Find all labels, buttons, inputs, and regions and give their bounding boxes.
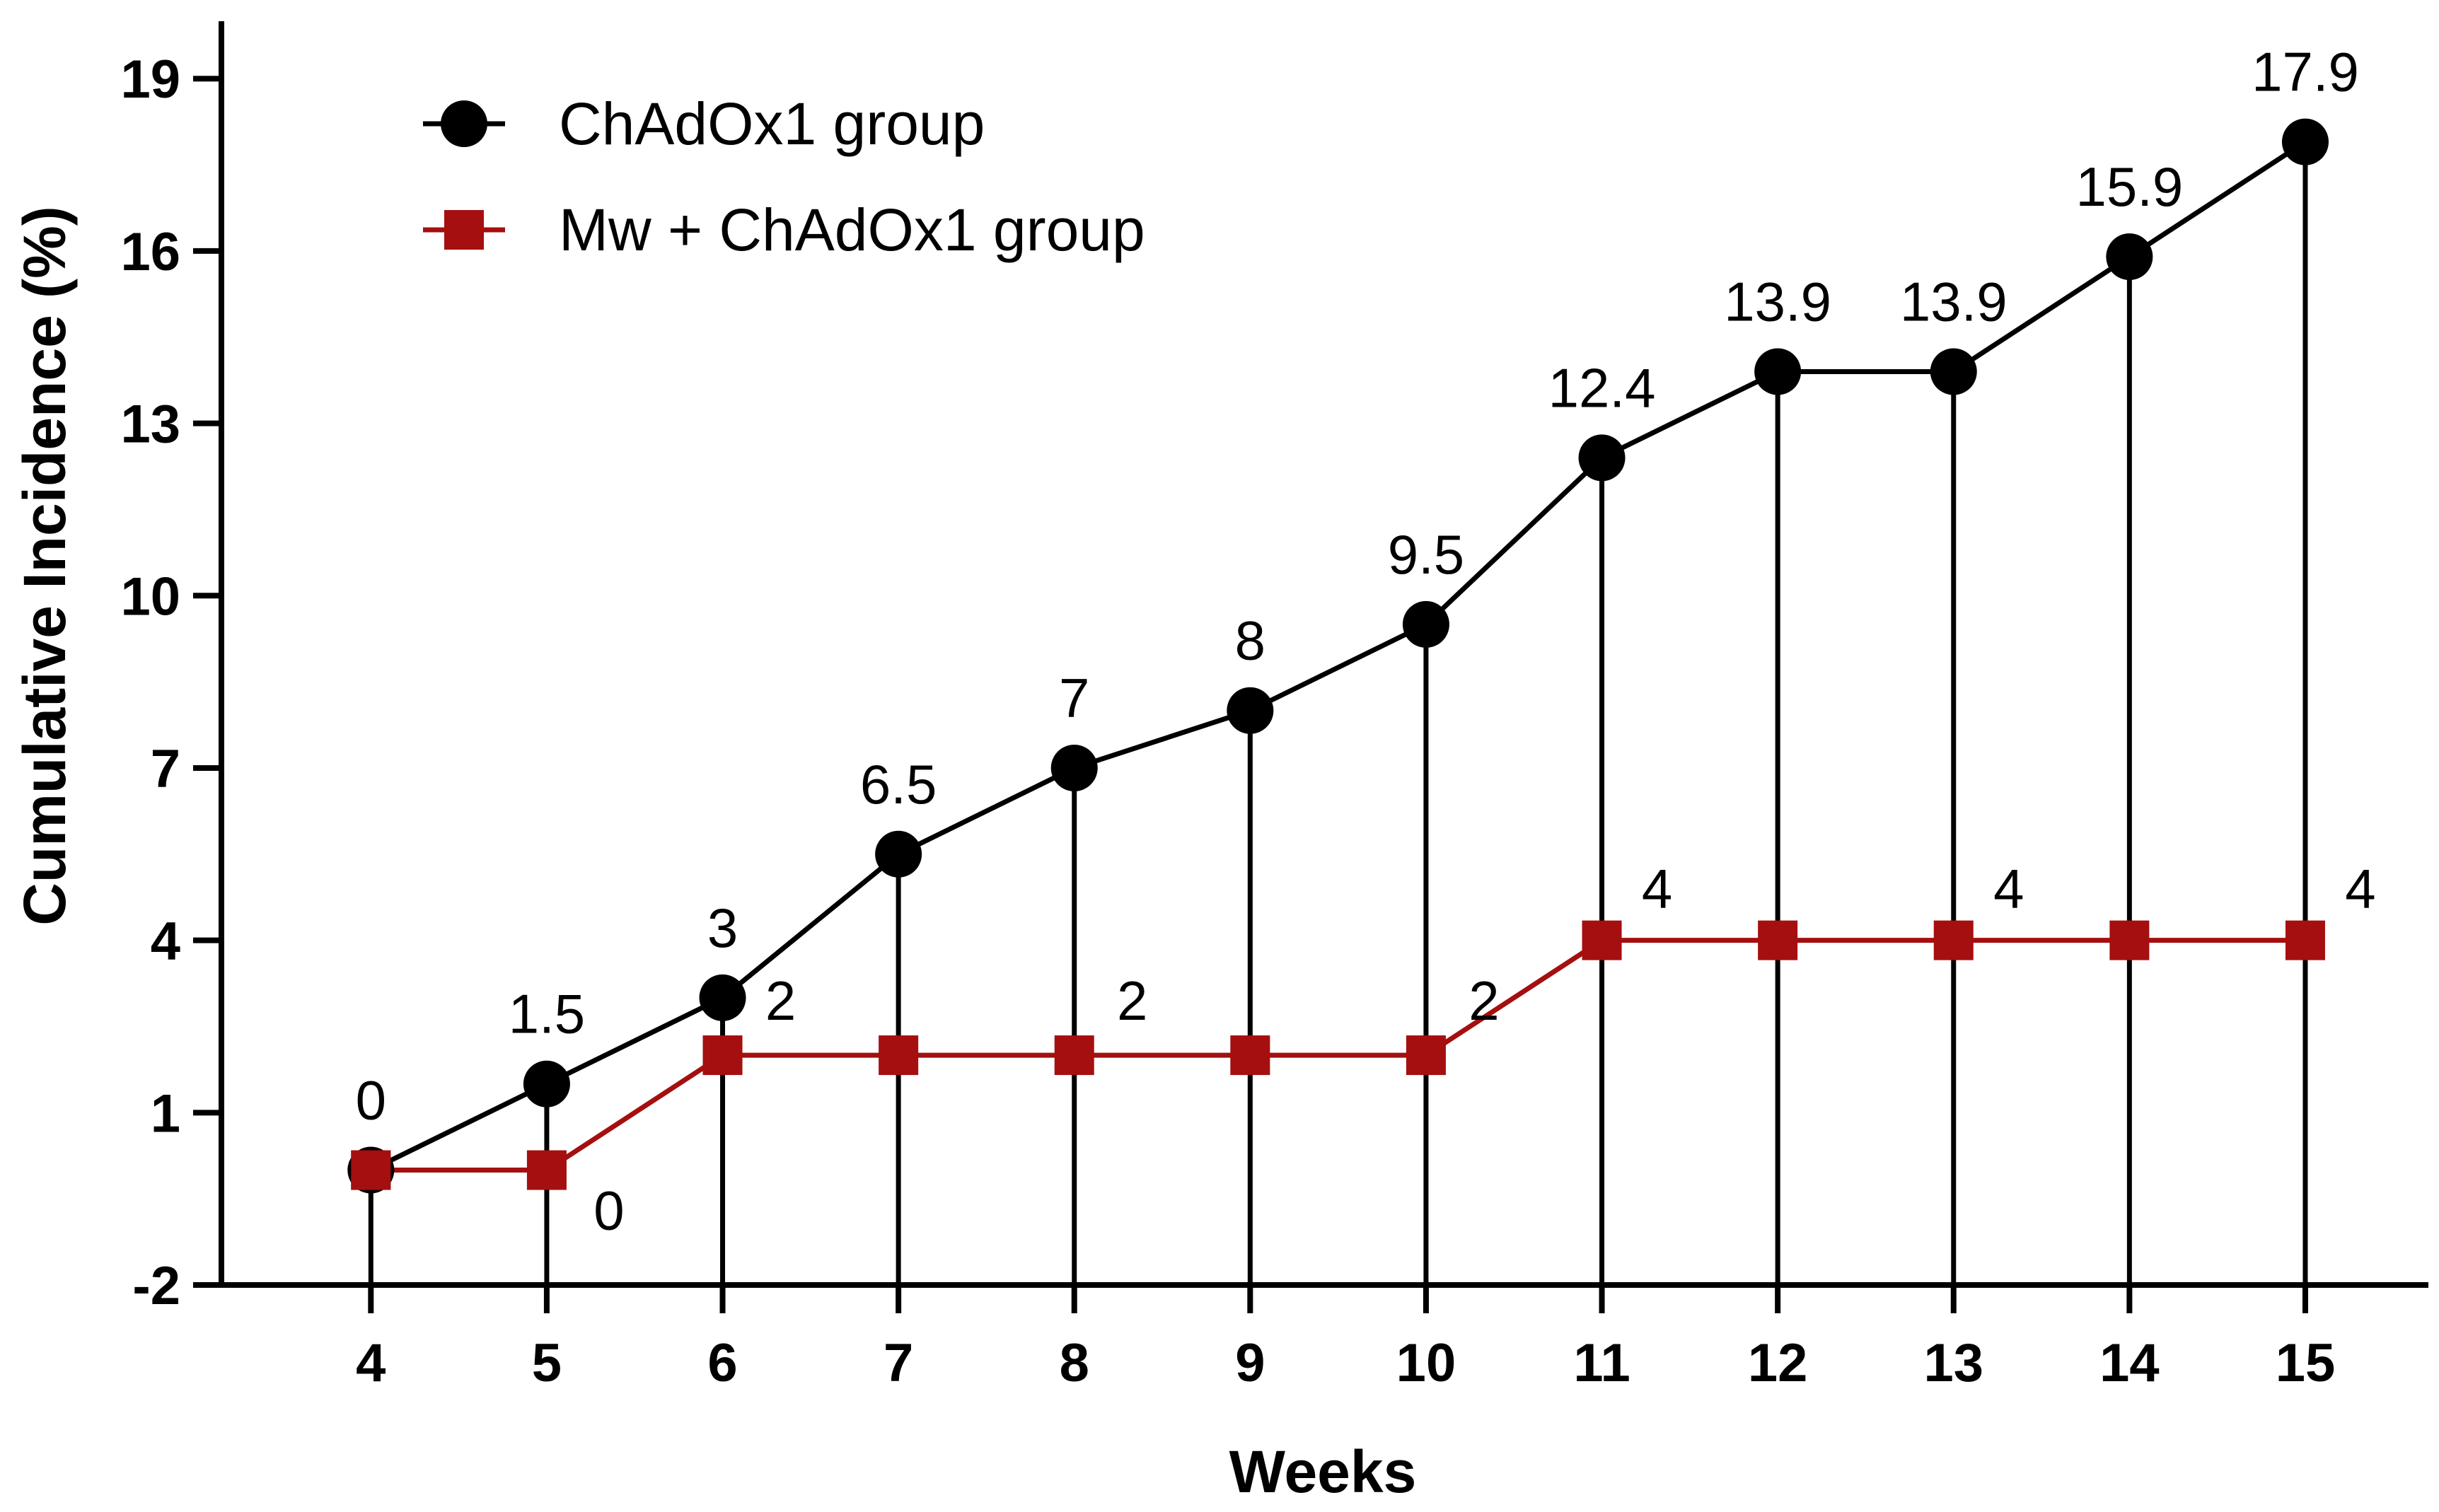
y-tick-label: 1 [151,1083,180,1144]
y-tick-label: 13 [120,395,180,455]
x-tick-label: 14 [2099,1333,2160,1393]
x-tick-label: 7 [884,1333,913,1393]
x-tick-label: 10 [1396,1333,1456,1393]
data-point [699,974,746,1021]
data-point [2109,920,2150,960]
data-label: 4 [1642,858,1672,920]
data-point [879,1035,919,1076]
data-point [1227,687,1274,734]
legend-item: ChAdOx1 group [423,91,985,157]
x-tick-label: 8 [1060,1333,1089,1393]
data-label: 12.4 [1548,356,1656,419]
data-point [1406,1035,1446,1076]
data-point [1578,434,1626,482]
data-label: 2 [1117,970,1147,1032]
y-tick-label: 4 [151,912,180,972]
data-point [1754,348,1802,395]
data-point [1050,744,1098,791]
data-point [1402,600,1449,648]
x-tick-label: 9 [1235,1333,1265,1393]
data-point [1230,1035,1270,1076]
legend: ChAdOx1 group Mw + ChAdOx1 group [423,91,1145,263]
data-point [1933,920,1974,960]
data-point [1054,1035,1094,1076]
y-tick-label: -2 [132,1256,180,1316]
legend-label: Mw + ChAdOx1 group [559,197,1145,263]
data-point [1582,920,1622,960]
data-label: 15.9 [2075,156,2183,218]
y-tick-label: 7 [151,739,180,799]
data-label: 6.5 [860,753,937,815]
data-point [1930,348,1977,395]
data-label: 0 [356,1069,386,1132]
data-label: 1.5 [509,983,585,1045]
data-point [523,1060,570,1107]
data-point [875,830,922,878]
data-label: 2 [1468,970,1499,1032]
series-line [369,139,2307,1173]
data-label: 9.5 [1388,523,1464,586]
data-point [1758,920,1798,960]
data-point [351,1150,391,1190]
legend-square-marker [444,210,484,250]
data-point [702,1035,743,1076]
drop-lines [368,141,2308,1285]
legend-item: Mw + ChAdOx1 group [423,197,1145,263]
series-layer [347,118,2329,1194]
data-label: 0 [593,1180,624,1242]
x-tick-label: 11 [1573,1333,1630,1393]
y-axis-title: Cumulative Incidence (%) [11,206,78,926]
data-label: 7 [1059,667,1089,729]
legend-circle-marker [441,100,487,147]
x-tick-label: 6 [707,1333,737,1393]
x-tick-label: 4 [356,1333,386,1393]
legend-label: ChAdOx1 group [559,91,985,157]
x-tick-label: 12 [1748,1333,1808,1393]
data-label: 4 [1993,858,2024,920]
data-label: 4 [2345,858,2375,920]
x-axis-title: Weeks [1229,1438,1417,1505]
data-label: 17.9 [2252,41,2359,103]
data-labels: 0 1.5 3 6.5 7 8 9.5 12.4 13.9 13.9 15.9 17.9 0 2 2 2 4 4 4 [356,41,2376,1242]
data-point [2285,920,2325,960]
y-tick-label: 19 [120,50,180,110]
x-tick-label: 15 [2276,1333,2336,1393]
series-line [371,938,2305,1173]
data-label: 2 [765,970,796,1032]
data-point [526,1150,567,1190]
data-label: 3 [707,897,738,959]
data-label: 8 [1235,610,1265,672]
data-point [2281,118,2329,165]
data-label: 13.9 [1724,270,1831,332]
x-tick-label: 5 [532,1333,562,1393]
y-tick-label: 10 [120,566,180,627]
data-label: 13.9 [1900,270,2008,332]
x-tick-label: 13 [1923,1333,1983,1393]
data-point [2106,233,2153,281]
y-tick-label: 16 [120,222,180,282]
